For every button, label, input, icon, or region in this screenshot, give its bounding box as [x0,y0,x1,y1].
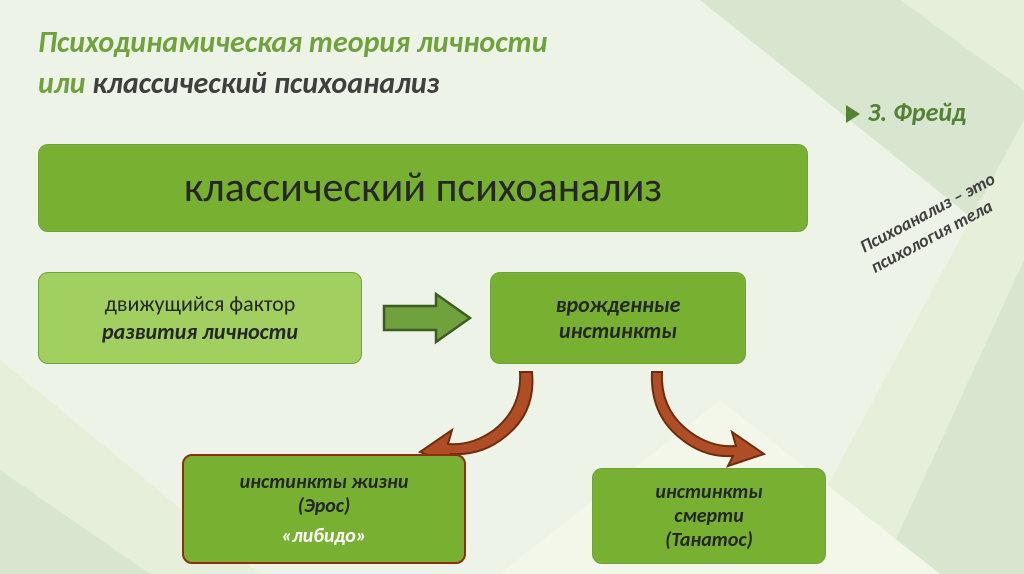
slide-title: Психодинамическая теория личности или кл… [38,24,548,102]
box-factor: движущийся фактор развития личности [38,272,362,364]
box-death: инстинкты смерти (Танатос) [592,468,826,564]
title-line2-prefix: или [38,65,92,102]
author-text: З. Фрейд [868,96,966,128]
curve-arrow-left-icon [418,366,538,468]
box-death-l2: смерти [674,504,744,528]
box-life: инстинкты жизни (Эрос) «либидо» [182,454,466,564]
box-factor-l2: развития личности [102,319,298,345]
box-main: классический психоанализ [38,144,808,232]
title-line-2: или классический психоанализ [38,65,548,102]
box-instincts-l1: врожденные [556,292,681,318]
bullet-icon [846,105,860,123]
box-death-l1: инстинкты [655,480,762,504]
author-label: З. Фрейд [846,96,966,128]
title-line-1: Психодинамическая теория личности [38,24,548,61]
box-main-text: классический психоанализ [184,163,662,213]
box-life-l1: инстинкты жизни [240,470,409,494]
box-instincts-l2: инстинкты [559,318,677,344]
block-arrow-icon [380,290,474,346]
box-life-l3: «либидо» [281,524,366,548]
title-line2-main: классический психоанализ [92,65,439,102]
box-life-l2: (Эрос) [298,494,351,518]
box-factor-l1: движущийся фактор [105,291,296,317]
curve-arrow-right-icon [648,366,768,468]
box-instincts: врожденные инстинкты [490,272,746,364]
box-death-l3: (Танатос) [665,528,753,552]
